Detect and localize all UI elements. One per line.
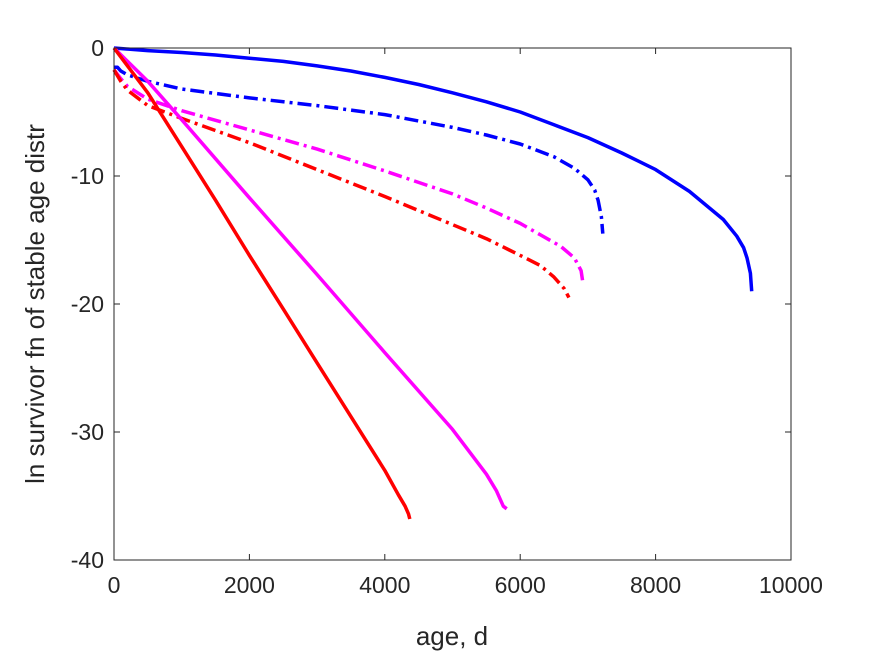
y-tick-label: -10 xyxy=(71,163,104,189)
series-layer xyxy=(112,46,754,520)
series-line-4 xyxy=(112,68,571,299)
series-line-1 xyxy=(113,46,754,292)
x-tick-label: 2000 xyxy=(224,572,275,598)
y-tick-label: -30 xyxy=(71,419,104,445)
x-tick-label: 8000 xyxy=(630,572,681,598)
series-line-5 xyxy=(112,46,508,511)
x-tick-label: 0 xyxy=(108,572,121,598)
y-tick-label: -20 xyxy=(71,291,104,317)
x-axis-label: age, d xyxy=(416,621,488,651)
tick-layer: 0 2000 4000 6000 8000 10000 -40 -30 -20 -10 0 xyxy=(71,35,823,598)
y-axis-label: ln survivor fn of stable age distr xyxy=(20,124,50,484)
x-tick-label: 4000 xyxy=(359,572,410,598)
series-line-6 xyxy=(112,46,412,520)
series-line-3 xyxy=(112,68,585,286)
y-tick-label: -40 xyxy=(71,547,104,573)
series-line-2 xyxy=(114,65,605,234)
y-tick-label: 0 xyxy=(91,35,104,61)
x-tick-label: 10000 xyxy=(759,572,823,598)
x-tick-label: 6000 xyxy=(495,572,546,598)
